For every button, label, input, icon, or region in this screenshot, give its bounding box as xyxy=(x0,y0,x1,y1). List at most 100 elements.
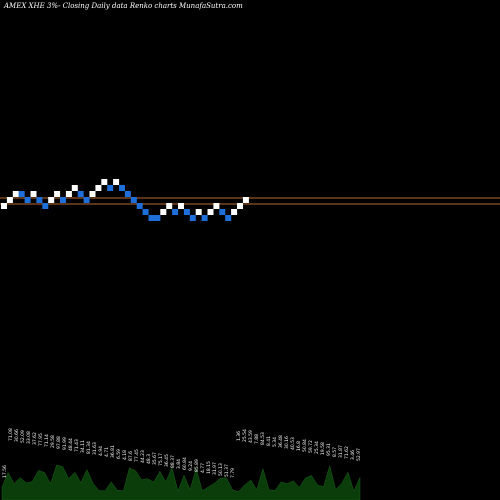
volume-label: 71.08 xyxy=(8,428,14,441)
renko-brick-down xyxy=(119,185,125,191)
volume-label: 48.3 xyxy=(146,454,152,464)
volume-label: 85.89 xyxy=(194,459,200,472)
volume-label: 97.88 xyxy=(56,436,62,449)
renko-brick-down xyxy=(18,191,25,197)
renko-bricks xyxy=(1,179,249,221)
renko-brick-up xyxy=(213,203,220,209)
volume-label: 8.41 xyxy=(266,436,272,446)
renko-brick-down xyxy=(183,209,190,215)
renko-brick-down xyxy=(60,197,66,203)
volume-label: 9.24 xyxy=(188,461,194,471)
renko-brick-down xyxy=(136,203,143,209)
volume-label: 50.13 xyxy=(218,463,224,476)
volume-label: 4.94 xyxy=(98,446,104,456)
renko-brick-down xyxy=(172,209,179,215)
volume-label: 3.84 xyxy=(176,459,182,469)
volume-label: 95.31 xyxy=(326,443,332,456)
chart-title: AMEX XHE 3%- Closing Daily data Renko ch… xyxy=(4,2,243,10)
renko-brick-up xyxy=(207,209,214,215)
volume-label: 8.57 xyxy=(332,447,338,457)
renko-brick-up xyxy=(231,209,238,215)
renko-brick-down xyxy=(219,209,226,215)
volume-label: 4.18 xyxy=(122,450,128,460)
volume-label: 30.16 xyxy=(284,436,290,449)
volume-label: 51.37 xyxy=(224,464,230,477)
volume-label: 52.09 xyxy=(20,430,26,443)
volume-label: 37.62 xyxy=(32,432,38,445)
volume-label: 71.43 xyxy=(74,439,80,452)
volume-label: 25.34 xyxy=(314,441,320,454)
renko-brick-down xyxy=(148,215,155,221)
volume-label: 50.84 xyxy=(302,439,308,452)
volume-label: 48.44 xyxy=(68,438,74,451)
volume-label: 60.84 xyxy=(182,457,188,470)
renko-brick-down xyxy=(77,191,84,197)
volume-label: 3.46 xyxy=(350,450,356,460)
volume-label: 52.97 xyxy=(356,448,362,461)
renko-brick-down xyxy=(24,197,31,203)
volume-label: 91.99 xyxy=(62,437,68,450)
renko-brick-down xyxy=(83,197,90,203)
renko-brick-up xyxy=(30,191,37,197)
renko-brick-up xyxy=(95,185,102,191)
volume-label: 7.79 xyxy=(230,468,236,478)
renko-brick-up xyxy=(166,203,173,209)
renko-brick-up xyxy=(113,179,120,185)
renko-brick-down xyxy=(154,215,161,221)
volume-label: 84.53 xyxy=(260,432,266,445)
renko-brick-up xyxy=(242,197,249,203)
renko-brick-up xyxy=(71,185,78,191)
volume-label: 87.6 xyxy=(128,451,134,461)
volume-label: 44.23 xyxy=(140,450,146,463)
volume-label: 40.53 xyxy=(290,437,296,450)
volume-label: 77.45 xyxy=(134,449,140,462)
volume-label: 36.81 xyxy=(110,445,116,458)
renko-brick-up xyxy=(178,203,184,209)
volume-labels: 17.56 71.08 30.66 52.09 33.08 37.62 77.95 71.14… xyxy=(2,428,362,478)
volume-label: 6.59 xyxy=(116,449,122,459)
volume-label: 31.63 xyxy=(92,442,98,455)
renko-brick-down xyxy=(107,185,114,191)
volume-label: 36.45 xyxy=(164,454,170,467)
reference-lines xyxy=(0,197,500,205)
renko-brick-up xyxy=(65,191,72,197)
volume-label: 18.15 xyxy=(206,461,212,474)
volume-label: 59.72 xyxy=(308,440,314,453)
renko-brick-down xyxy=(36,197,43,203)
volume-label: 7.88 xyxy=(254,434,260,444)
renko-brick-up xyxy=(89,191,96,197)
volume-label: 75.17 xyxy=(158,453,164,466)
renko-brick-up xyxy=(1,203,7,209)
renko-brick-down xyxy=(124,191,131,197)
volume-label: 71.62 xyxy=(344,446,350,459)
renko-brick-down xyxy=(225,215,232,221)
volume-label: 30.66 xyxy=(14,429,20,442)
volume-label: 5.34 xyxy=(272,437,278,447)
volume-label: 4.77 xyxy=(200,463,206,473)
volume-label: 43.59 xyxy=(248,430,254,443)
renko-brick-up xyxy=(6,197,13,203)
volume-area xyxy=(1,464,361,500)
volume-label: 71.14 xyxy=(44,434,50,447)
volume-label: 34.11 xyxy=(80,440,86,453)
volume-area-shape xyxy=(1,464,361,500)
renko-brick-up xyxy=(54,191,61,197)
volume-label: 31.97 xyxy=(212,462,218,475)
renko-brick-down xyxy=(142,209,149,215)
volume-label: 16.8 xyxy=(296,441,302,451)
renko-brick-up xyxy=(101,179,108,185)
renko-brick-up xyxy=(48,197,55,203)
volume-label: 17.56 xyxy=(2,465,8,478)
renko-brick-up xyxy=(237,203,243,209)
volume-label: 77.95 xyxy=(38,433,44,446)
renko-brick-up xyxy=(195,209,202,215)
volume-label: 25.54 xyxy=(242,429,248,442)
volume-label: 88.37 xyxy=(170,455,176,468)
renko-brick-down xyxy=(42,203,49,209)
renko-brick-up xyxy=(160,209,167,215)
volume-label: 1.36 xyxy=(236,431,242,441)
volume-label: 35.67 xyxy=(152,452,158,465)
volume-label: 31.87 xyxy=(338,445,344,458)
renko-brick-down xyxy=(130,197,137,203)
